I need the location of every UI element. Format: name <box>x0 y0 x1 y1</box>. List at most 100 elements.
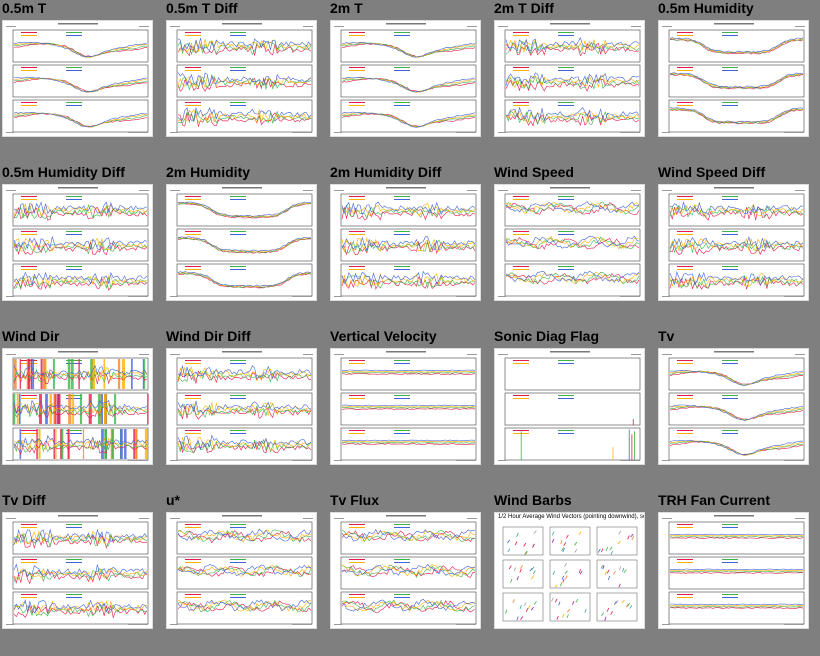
wind-vector <box>551 538 555 543</box>
plot-thumbnail-2m-humidity-diff[interactable] <box>330 184 481 301</box>
panel-wind-dir[interactable]: Wind Dir <box>0 328 164 492</box>
panel-tv-flux[interactable]: Tv Flux <box>328 492 492 656</box>
plot-thumbnail-wind-dir[interactable] <box>2 348 153 465</box>
wind-vector <box>627 602 631 607</box>
panel-ustar[interactable]: u* <box>164 492 328 656</box>
panel-0-5m-humidity[interactable]: 0.5m Humidity <box>656 0 820 164</box>
panel-wind-speed-diff[interactable]: Wind Speed Diff <box>656 164 820 328</box>
panel-title-wind-dir[interactable]: Wind Dir <box>2 328 60 344</box>
plot-thumbnail-2m-humidity[interactable] <box>166 184 317 301</box>
panel-title-tv-diff[interactable]: Tv Diff <box>2 492 46 508</box>
plot-header-line <box>58 351 98 353</box>
plot-image-0-5m-t <box>6 23 149 133</box>
panel-tv-diff[interactable]: Tv Diff <box>0 492 164 656</box>
direction-wrap-bar <box>120 429 123 459</box>
legend-entry <box>394 597 410 598</box>
panel-title-2m-humidity-diff[interactable]: 2m Humidity Diff <box>330 164 442 180</box>
plot-thumbnail-0-5m-t-diff[interactable] <box>166 20 317 137</box>
panel-title-0-5m-humidity[interactable]: 0.5m Humidity <box>658 0 754 16</box>
panel-title-2m-t[interactable]: 2m T <box>330 0 363 16</box>
wind-vector <box>604 616 607 621</box>
panel-title-2m-humidity[interactable]: 2m Humidity <box>166 164 251 180</box>
panel-title-0-5m-t[interactable]: 0.5m T <box>2 0 47 16</box>
legend-entry <box>349 196 365 197</box>
plot-date-label <box>467 190 477 191</box>
plot-date-label <box>139 26 149 27</box>
plot-thumbnail-tv-diff[interactable] <box>2 512 153 629</box>
panel-title-vertical-velocity[interactable]: Vertical Velocity <box>330 328 437 344</box>
series-line <box>177 529 312 543</box>
legend-entry <box>677 433 693 434</box>
panel-title-tv-flux[interactable]: Tv Flux <box>330 492 380 508</box>
plot-thumbnail-wind-dir-diff[interactable] <box>166 348 317 465</box>
plot-thumbnail-0-5m-humidity[interactable] <box>658 20 809 137</box>
direction-wrap-bar <box>67 429 70 459</box>
legend-entry <box>185 231 201 232</box>
plot-thumbnail-0-5m-t[interactable] <box>2 20 153 137</box>
panel-0-5m-t-diff[interactable]: 0.5m T Diff <box>164 0 328 164</box>
legend-entry <box>21 199 37 200</box>
plot-footer-label <box>662 460 670 461</box>
legend-entry <box>394 559 410 560</box>
plot-thumbnail-trh-fan-current[interactable] <box>658 512 809 629</box>
panel-0-5m-humidity-diff[interactable]: 0.5m Humidity Diff <box>0 164 164 328</box>
plot-footer-label <box>170 296 178 297</box>
subplot-frame <box>668 64 805 98</box>
plot-thumbnail-vertical-velocity[interactable] <box>330 348 481 465</box>
legend-entry <box>677 398 693 399</box>
legend-entry <box>185 266 201 267</box>
panel-trh-fan-current[interactable]: TRH Fan Current <box>656 492 820 656</box>
plot-thumbnail-sonic-diag-flag[interactable] <box>494 348 645 465</box>
direction-wrap-bar <box>82 429 85 459</box>
plot-thumbnail-0-5m-humidity-diff[interactable] <box>2 184 153 301</box>
panel-title-wind-speed-diff[interactable]: Wind Speed Diff <box>658 164 766 180</box>
series-line <box>13 76 148 93</box>
plot-thumbnail-tv[interactable] <box>658 348 809 465</box>
panel-2m-t-diff[interactable]: 2m T Diff <box>492 0 656 164</box>
series-line <box>341 408 476 410</box>
panel-tv[interactable]: Tv <box>656 328 820 492</box>
panel-title-wind-speed[interactable]: Wind Speed <box>494 164 574 180</box>
plot-image-trh-fan-current <box>662 515 805 625</box>
panel-title-sonic-diag-flag[interactable]: Sonic Diag Flag <box>494 328 600 344</box>
plot-thumbnail-wind-speed-diff[interactable] <box>658 184 809 301</box>
panel-title-ustar[interactable]: u* <box>166 492 180 508</box>
legend-entry <box>394 105 410 106</box>
plot-image-0-5m-humidity <box>662 23 805 133</box>
panel-title-2m-t-diff[interactable]: 2m T Diff <box>494 0 554 16</box>
plot-thumbnail-tv-flux[interactable] <box>330 512 481 629</box>
panel-title-trh-fan-current[interactable]: TRH Fan Current <box>658 492 770 508</box>
legend-entry <box>394 196 410 197</box>
panel-0-5m-t[interactable]: 0.5m T <box>0 0 164 164</box>
panel-wind-dir-diff[interactable]: Wind Dir Diff <box>164 328 328 492</box>
panel-title-wind-barbs[interactable]: Wind Barbs <box>494 492 572 508</box>
subplot-frame <box>176 193 313 227</box>
legend-entry <box>677 32 693 33</box>
panel-title-wind-dir-diff[interactable]: Wind Dir Diff <box>166 328 251 344</box>
plot-thumbnail-2m-t[interactable] <box>330 20 481 137</box>
plot-footer-label <box>292 460 312 461</box>
panel-2m-humidity[interactable]: 2m Humidity <box>164 164 328 328</box>
plot-footer-label <box>784 132 804 133</box>
panel-title-tv[interactable]: Tv <box>658 328 675 344</box>
series-line <box>341 78 476 92</box>
wind-vector <box>621 599 625 604</box>
direction-wrap-bar <box>122 359 126 389</box>
plot-date-label <box>139 518 149 519</box>
legend-entry <box>394 395 410 396</box>
legend-entry <box>722 32 738 33</box>
panel-title-0-5m-t-diff[interactable]: 0.5m T Diff <box>166 0 238 16</box>
plot-thumbnail-wind-barbs[interactable]: 1/2 Hour Average Wind Vectors (pointing … <box>494 512 645 629</box>
series-line <box>669 72 804 88</box>
panel-wind-barbs[interactable]: Wind Barbs 1/2 Hour Average Wind Vectors … <box>492 492 656 656</box>
panel-title-0-5m-humidity-diff[interactable]: 0.5m Humidity Diff <box>2 164 125 180</box>
panel-sonic-diag-flag[interactable]: Sonic Diag Flag <box>492 328 656 492</box>
panel-2m-humidity-diff[interactable]: 2m Humidity Diff <box>328 164 492 328</box>
panel-wind-speed[interactable]: Wind Speed <box>492 164 656 328</box>
plot-thumbnail-ustar[interactable] <box>166 512 317 629</box>
plot-thumbnail-2m-t-diff[interactable] <box>494 20 645 137</box>
panel-vertical-velocity[interactable]: Vertical Velocity <box>328 328 492 492</box>
plot-thumbnail-wind-speed[interactable] <box>494 184 645 301</box>
legend-entry <box>558 32 574 33</box>
panel-2m-t[interactable]: 2m T <box>328 0 492 164</box>
